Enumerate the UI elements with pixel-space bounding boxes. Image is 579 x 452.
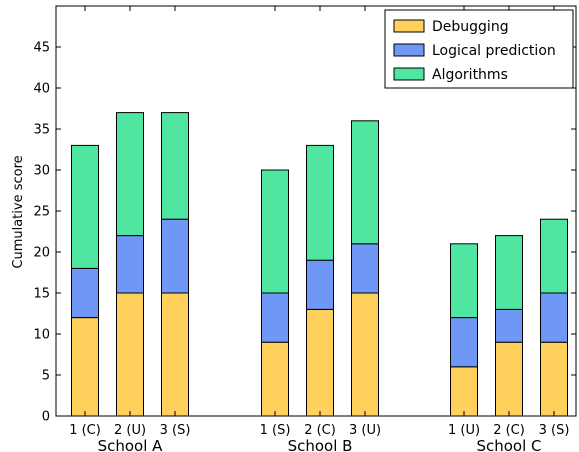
bar-segment: [261, 341, 289, 417]
x-tick-label: 3 (U): [349, 423, 381, 438]
x-tick-label: 3 (S): [160, 423, 191, 438]
bar-segment: [351, 120, 379, 245]
legend-label: Algorithms: [432, 67, 508, 83]
bar-segment: [351, 292, 379, 417]
legend-label: Debugging: [432, 19, 509, 35]
bar-segment: [116, 292, 144, 417]
legend-swatch: [393, 19, 425, 33]
legend-swatch: [393, 43, 425, 57]
group-label: School B: [288, 437, 353, 452]
legend-label: Logical prediction: [432, 43, 556, 59]
y-tick-label: 0: [42, 410, 50, 425]
bar-segment: [261, 169, 289, 294]
bar-segment: [540, 292, 568, 343]
bar-segment: [450, 366, 478, 417]
bar-segment: [450, 243, 478, 319]
bars-layer: [71, 112, 568, 417]
legend-swatch: [393, 67, 425, 81]
bar-segment: [71, 144, 99, 269]
x-tick-label: 1 (S): [260, 423, 291, 438]
y-tick-label: 35: [33, 123, 50, 138]
bar-segment: [71, 267, 99, 319]
bar-segment: [306, 308, 334, 417]
bar-segment: [161, 292, 189, 417]
y-tick-label: 40: [33, 82, 50, 97]
bar-segment: [351, 243, 379, 294]
bar-segment: [540, 341, 568, 417]
y-tick-label: 15: [33, 287, 50, 302]
bar-segment: [450, 317, 478, 368]
bar-segment: [261, 292, 289, 343]
x-tick-label: 2 (U): [114, 423, 146, 438]
bar-segment: [116, 235, 144, 294]
x-axis: 1 (C) 2 (U) 3 (S) 1 (S) 2 (C) 3 (U) 1 (U) 2 (C)…: [69, 6, 569, 452]
y-axis-title: Cumulative score: [11, 155, 26, 268]
y-tick-label: 25: [33, 205, 50, 220]
bar-segment: [540, 218, 568, 294]
x-tick-label: 2 (C): [304, 423, 336, 438]
bar-segment: [161, 112, 189, 220]
y-tick-label: 20: [33, 246, 50, 261]
group-label: School A: [98, 437, 164, 452]
y-tick-label: 30: [33, 164, 50, 179]
group-label: School C: [476, 437, 541, 452]
y-tick-label: 5: [42, 369, 50, 384]
bar-segment: [306, 259, 334, 310]
x-tick-label: 1 (U): [448, 423, 480, 438]
y-axis: 0 5 10 15 20 25 30 35 40 45: [33, 41, 576, 425]
legend: Debugging Logical prediction Algorithms: [384, 9, 574, 89]
bar-segment: [161, 218, 189, 294]
bar-segment: [495, 341, 523, 417]
bar-segment: [306, 144, 334, 261]
bar-segment: [116, 112, 144, 237]
y-tick-label: 45: [33, 41, 50, 56]
y-tick-label: 10: [33, 328, 50, 343]
bar-segment: [495, 308, 523, 343]
x-tick-label: 1 (C): [69, 423, 101, 438]
bar-segment: [495, 235, 523, 310]
bar-segment: [71, 317, 99, 417]
x-tick-label: 3 (S): [539, 423, 570, 438]
x-tick-label: 2 (C): [493, 423, 525, 438]
